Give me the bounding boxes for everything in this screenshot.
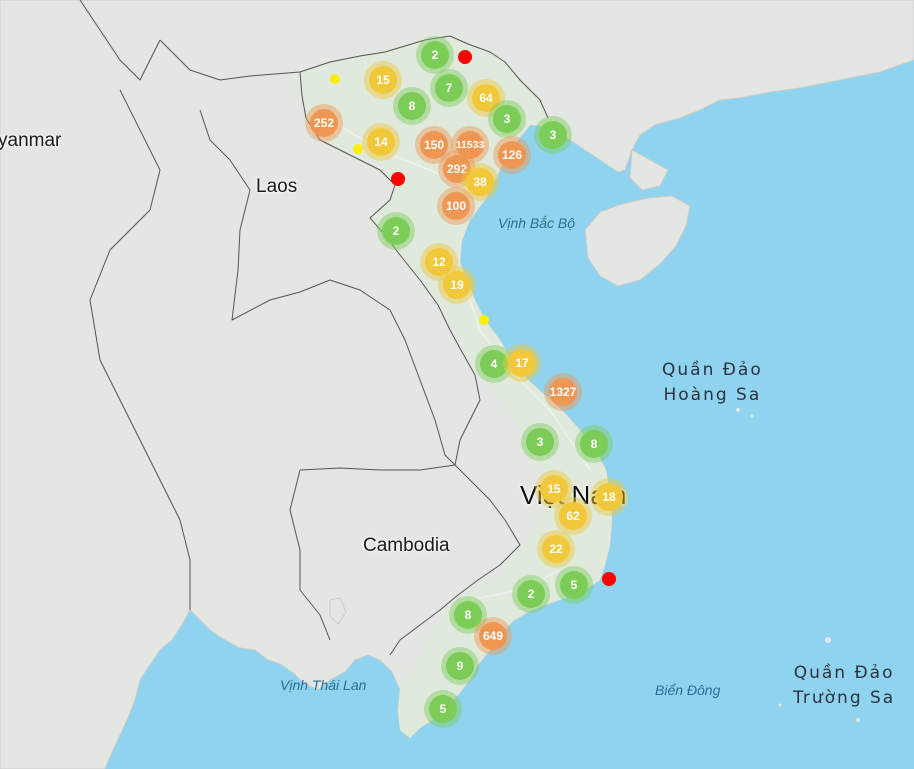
- cluster-marker[interactable]: 3: [534, 116, 572, 154]
- cluster-marker[interactable]: 3: [521, 423, 559, 461]
- red-point-marker[interactable]: [602, 572, 616, 586]
- cluster-count: 12: [425, 248, 453, 276]
- cluster-marker[interactable]: 11533: [451, 126, 489, 164]
- border-cambodia-vietnam: [389, 464, 521, 656]
- cluster-marker[interactable]: 649: [474, 617, 512, 655]
- red-point-marker[interactable]: [458, 50, 472, 64]
- cluster-count: 5: [560, 571, 588, 599]
- cluster-marker[interactable]: 3: [488, 100, 526, 138]
- cluster-marker[interactable]: 7: [430, 69, 468, 107]
- cluster-marker[interactable]: 17: [503, 344, 541, 382]
- cluster-count: 5: [429, 695, 457, 723]
- hainan-island: [584, 195, 691, 287]
- cluster-marker[interactable]: 15: [364, 61, 402, 99]
- cluster-marker[interactable]: 2: [416, 36, 454, 74]
- cluster-count: 22: [542, 535, 570, 563]
- cluster-marker[interactable]: 5: [555, 566, 593, 604]
- cluster-count: 2: [517, 580, 545, 608]
- spratly-speck: [825, 637, 831, 643]
- red-point-marker[interactable]: [391, 172, 405, 186]
- cluster-marker[interactable]: 19: [438, 266, 476, 304]
- cluster-marker[interactable]: 252: [305, 104, 343, 142]
- island-label-line: Trường Sa: [793, 688, 896, 708]
- cluster-marker[interactable]: 292: [438, 150, 476, 188]
- cluster-count: 64: [472, 84, 500, 112]
- cluster-count: 126: [498, 141, 526, 169]
- border-laos-thailand: [199, 109, 456, 466]
- cluster-count: 8: [454, 601, 482, 629]
- yellow-point-marker[interactable]: [353, 144, 363, 154]
- cluster-marker[interactable]: 2: [377, 212, 415, 250]
- leizhou-peninsula: [629, 149, 669, 191]
- vietnam-land: [300, 36, 612, 738]
- country-label-cambodia: Cambodia: [363, 535, 450, 556]
- country-label-myanmar: yanmar: [0, 130, 62, 151]
- border-myanmar-china: [79, 0, 161, 81]
- cluster-count: 8: [398, 92, 426, 120]
- island-label-line: Quần Đảo: [793, 663, 895, 683]
- border-china-vietnam: [299, 35, 549, 119]
- cluster-count: 8: [580, 430, 608, 458]
- cluster-count: 15: [540, 475, 568, 503]
- border-myanmar-thailand: [89, 89, 191, 610]
- border-cambodia-thailand: [289, 469, 331, 641]
- country-label-laos: Laos: [256, 176, 298, 197]
- cluster-marker[interactable]: 14: [362, 123, 400, 161]
- cluster-count: 252: [310, 109, 338, 137]
- cluster-marker[interactable]: 9: [441, 647, 479, 685]
- phu-quoc-island: [329, 597, 347, 625]
- sea-label-gulf-tonkin: Vịnh Bắc Bộ: [498, 215, 576, 231]
- cluster-count: 14: [367, 128, 395, 156]
- cluster-count: 100: [442, 192, 470, 220]
- cluster-marker[interactable]: 4: [475, 345, 513, 383]
- island-label-paracel: Quần Đảo Hoàng Sa: [662, 358, 763, 408]
- cluster-count: 1327: [549, 378, 577, 406]
- cluster-marker[interactable]: 15: [535, 470, 573, 508]
- border-laos-china: [159, 39, 301, 81]
- island-label-spratly: Quần Đảo Trường Sa: [793, 661, 895, 711]
- yellow-point-marker[interactable]: [330, 74, 340, 84]
- cluster-count: 3: [493, 105, 521, 133]
- cluster-count: 4: [480, 350, 508, 378]
- cluster-count: 18: [595, 483, 623, 511]
- island-label-line: Quần Đảo: [662, 360, 763, 380]
- cluster-marker[interactable]: 2: [512, 575, 550, 613]
- cluster-marker[interactable]: 8: [575, 425, 613, 463]
- cluster-count: 2: [382, 217, 410, 245]
- cluster-count: 7: [435, 74, 463, 102]
- cluster-count: 17: [508, 349, 536, 377]
- cluster-count: 62: [559, 502, 587, 530]
- cluster-count: 3: [526, 428, 554, 456]
- sea-label-east-sea: Biển Đông: [655, 682, 721, 698]
- spratly-speck: [778, 703, 782, 707]
- cluster-count: 15: [369, 66, 397, 94]
- cluster-marker[interactable]: 38: [461, 163, 499, 201]
- cluster-count: 150: [420, 131, 448, 159]
- border-laos-cambodia: [299, 464, 456, 471]
- cluster-marker[interactable]: 62: [554, 497, 592, 535]
- island-label-line: Hoàng Sa: [663, 385, 762, 405]
- cluster-count: 2: [421, 41, 449, 69]
- cluster-count: 9: [446, 652, 474, 680]
- cluster-count: 38: [466, 168, 494, 196]
- cluster-marker[interactable]: 126: [493, 136, 531, 174]
- cluster-count: 11533: [456, 131, 484, 159]
- yellow-point-marker[interactable]: [479, 315, 489, 325]
- cluster-marker[interactable]: 5: [424, 690, 462, 728]
- spratly-speck: [856, 718, 860, 722]
- cluster-marker[interactable]: 100: [437, 187, 475, 225]
- paracel-speck: [736, 408, 740, 412]
- cluster-count: 19: [443, 271, 471, 299]
- cluster-marker[interactable]: 22: [537, 530, 575, 568]
- cluster-marker[interactable]: 18: [590, 478, 628, 516]
- cluster-count: 649: [479, 622, 507, 650]
- cluster-marker[interactable]: 1327: [544, 373, 582, 411]
- paracel-speck: [750, 414, 754, 418]
- cluster-count: 3: [539, 121, 567, 149]
- sea-label-gulf-thailand: Vịnh Thái Lan: [280, 677, 367, 693]
- cluster-marker[interactable]: 8: [393, 87, 431, 125]
